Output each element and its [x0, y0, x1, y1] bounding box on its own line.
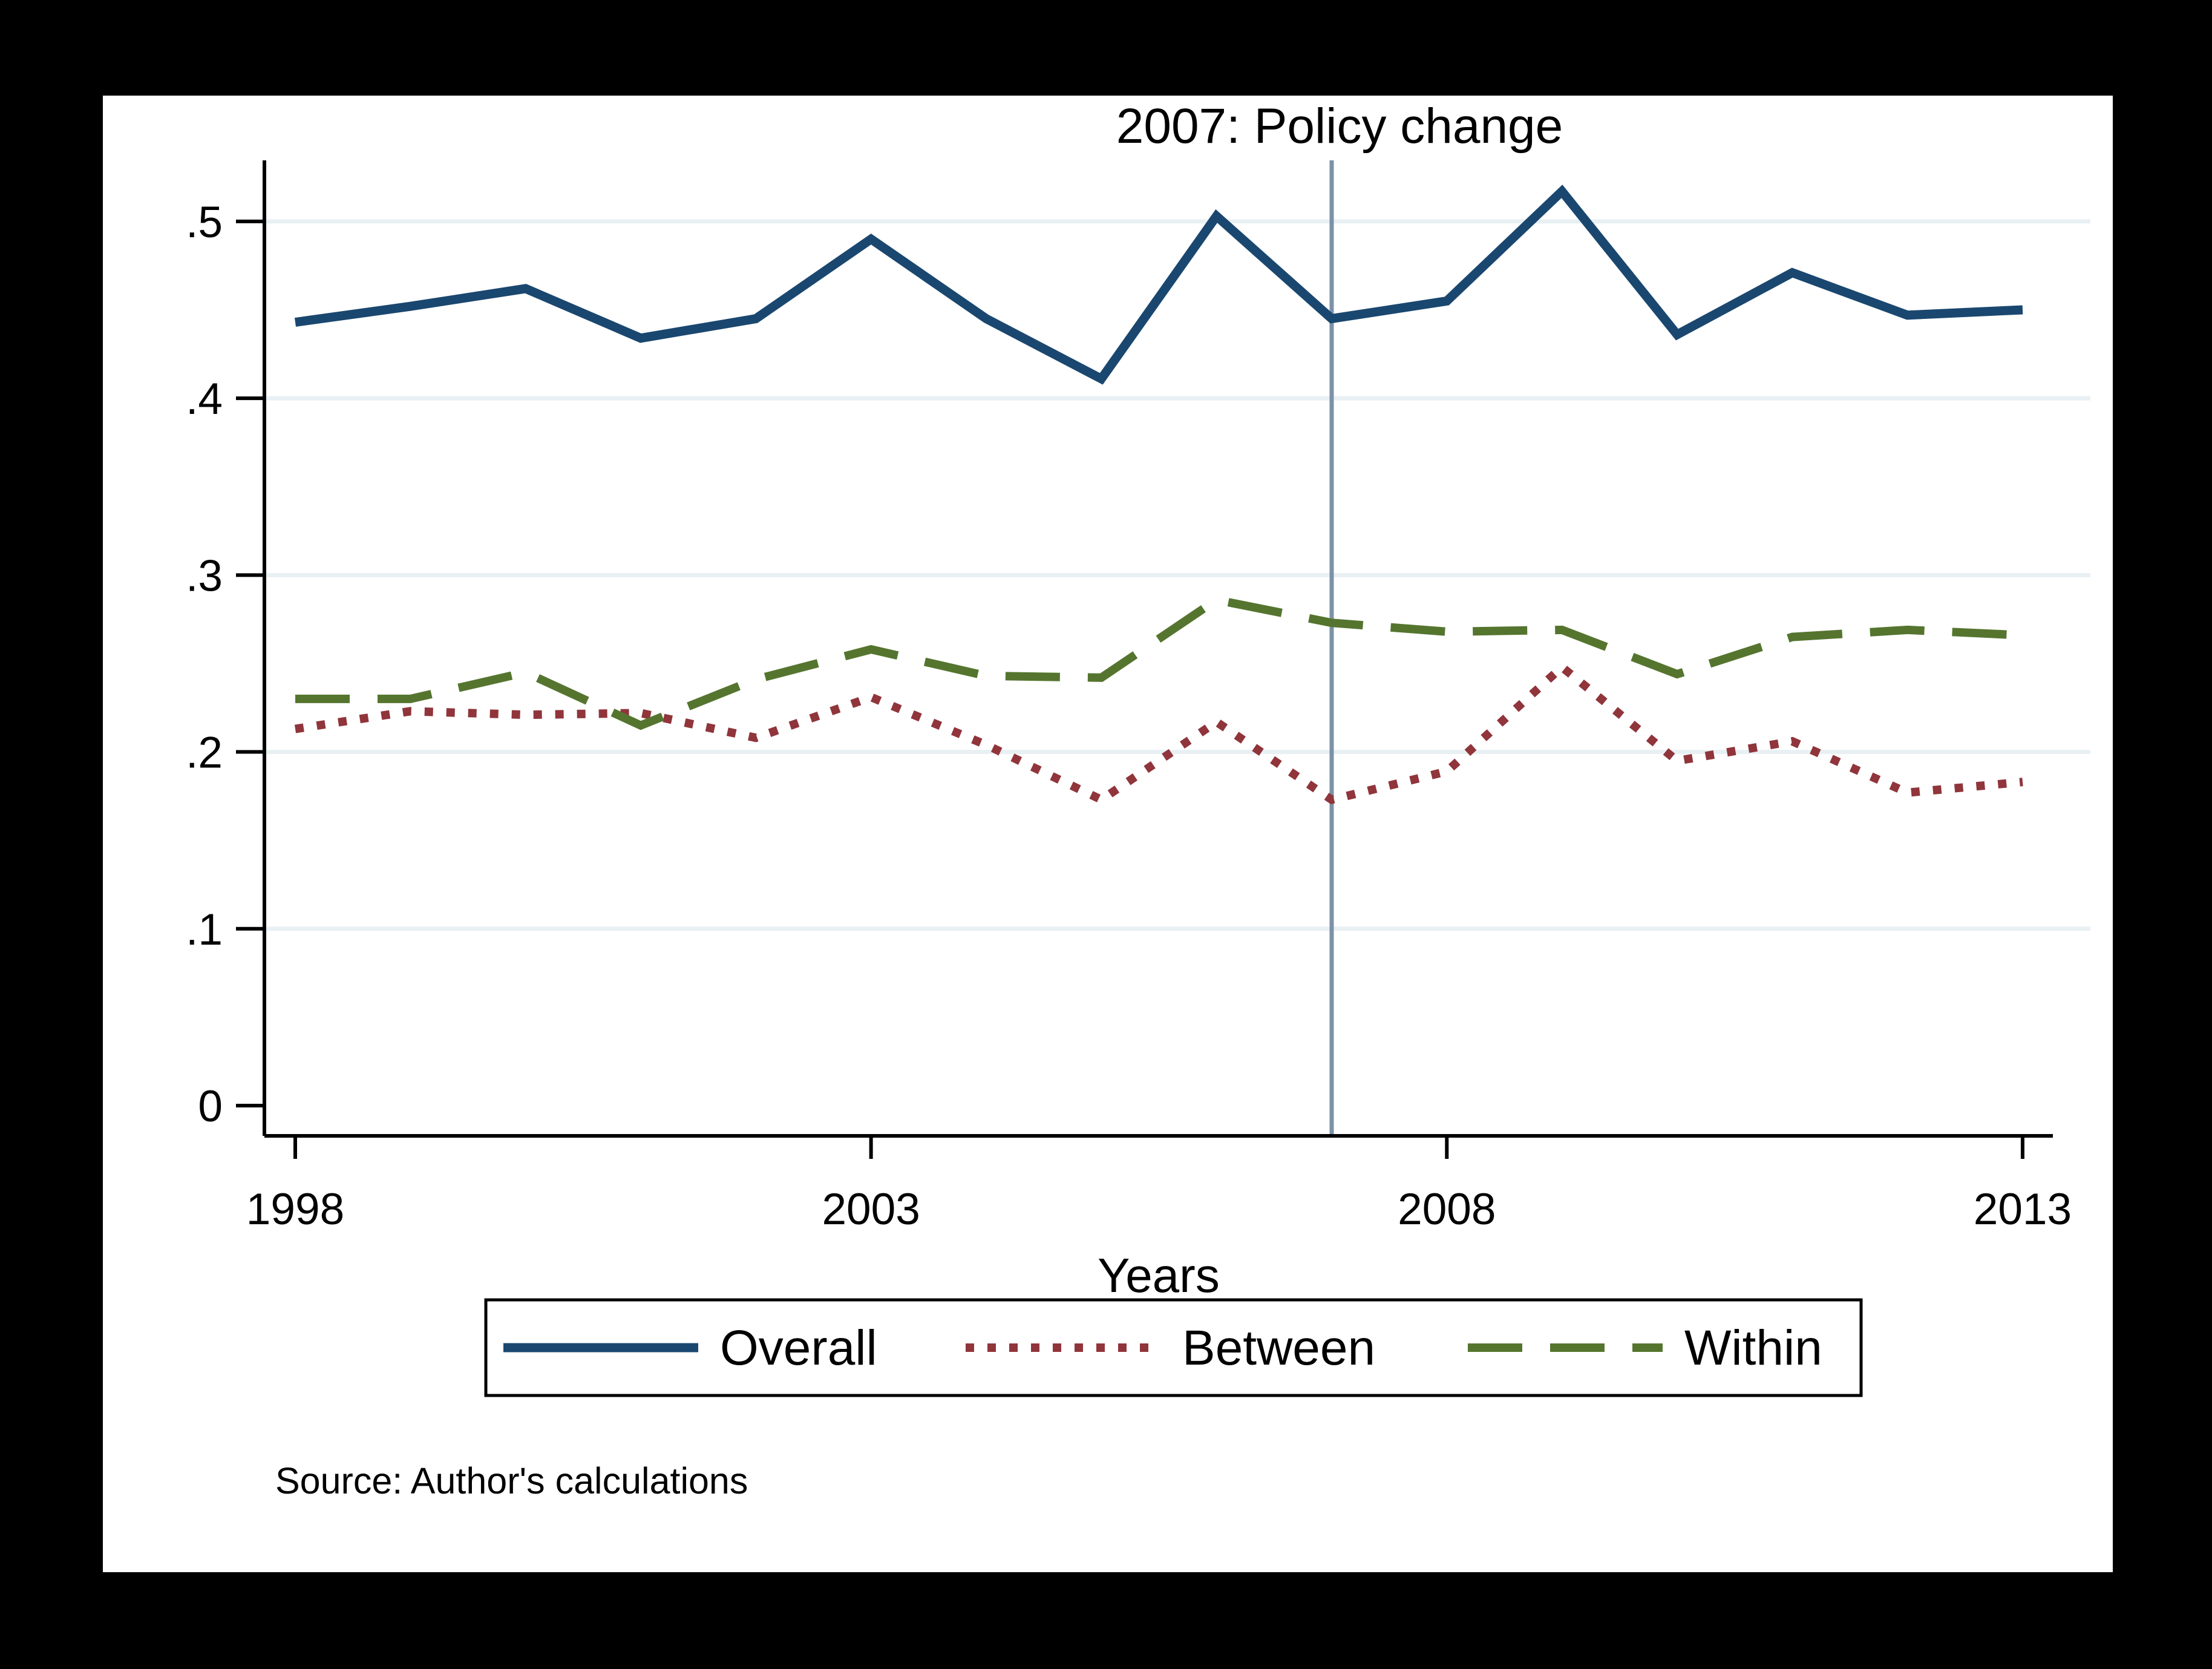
legend-label-overall: Overall: [720, 1320, 877, 1376]
legend-label-within: Within: [1684, 1320, 1822, 1376]
y-tick-label: .4: [186, 375, 223, 424]
chart-title: 2007: Policy change: [1116, 99, 1563, 154]
x-tick-label: 2003: [822, 1185, 920, 1234]
gridlines: [264, 219, 2090, 931]
legend-box: [484, 1298, 1863, 1397]
x-tick-label: 2013: [1974, 1185, 2072, 1234]
tick-labels: 0 .1 .2 .3 .4 .5 1998 2003 2008 2013: [186, 198, 2072, 1234]
series-line-within: [295, 595, 2023, 730]
x-tick-label: 2008: [1398, 1185, 1496, 1234]
y-tick-label: 0: [198, 1082, 223, 1131]
source-note: Source: Author's calculations: [275, 1460, 748, 1501]
figure-panel: 0 .1 .2 .3 .4 .5 1998 2003 2008 2013 2007: Policy…: [103, 96, 2113, 1572]
axes: [236, 160, 2053, 1159]
y-tick-label: .5: [186, 198, 223, 247]
tick-marks: [236, 219, 2024, 1159]
series-lines: [294, 185, 2023, 805]
legend-label-between: Between: [1182, 1320, 1375, 1376]
x-tick-label: 1998: [246, 1185, 344, 1234]
series-line-overall: [294, 185, 2023, 385]
y-tick-label: .1: [186, 905, 223, 954]
y-tick-label: .3: [186, 551, 223, 600]
legend: Overall Between Within: [484, 1298, 1863, 1397]
series-line-between: [294, 661, 2023, 805]
line-chart: 0 .1 .2 .3 .4 .5 1998 2003 2008 2013 2007: Policy…: [186, 99, 2090, 1501]
y-tick-label: .2: [186, 729, 223, 778]
x-axis-title: Years: [1098, 1248, 1220, 1302]
